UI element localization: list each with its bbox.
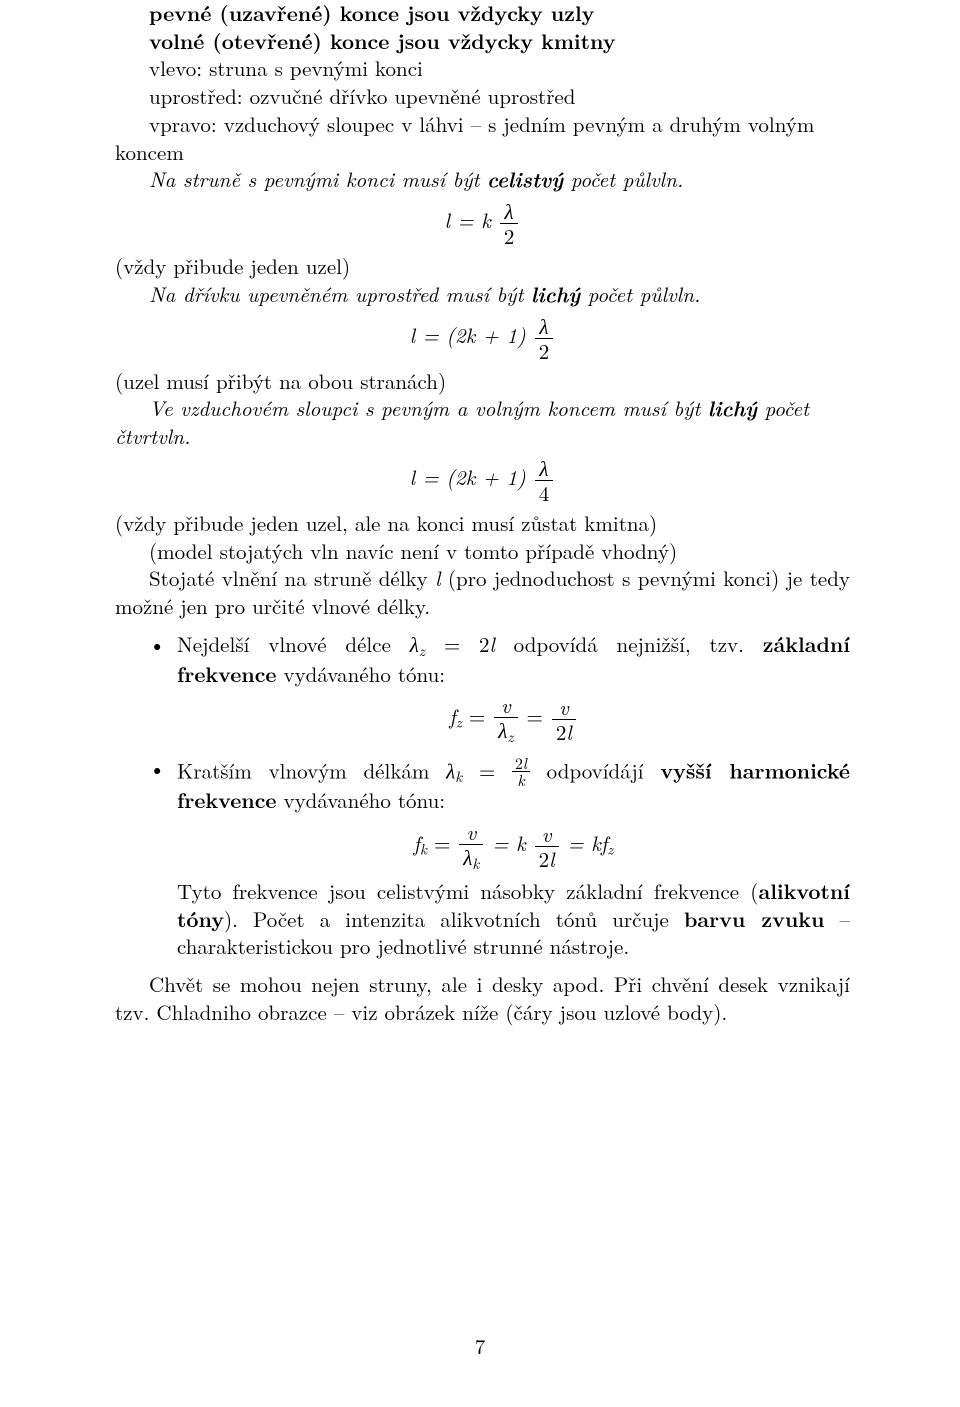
sym: λ — [446, 755, 455, 785]
eq: = — [434, 828, 457, 858]
bullet-text: Kratším vlnovým délkám λk = 2lk odpovídá… — [177, 755, 850, 815]
line-antinode-end: (vždy přibude jeden uzel, ale na konci m… — [115, 510, 850, 538]
line-string-condition: Na struně s pevnými konci musí být celis… — [115, 166, 850, 194]
bullet-fundamental: Nejdelší vlnové délce λz = 2l odpovídá n… — [149, 631, 850, 745]
inline-frac: 2lk — [512, 755, 530, 788]
text: ). Počet a intenzita alikvotních tónů ur… — [224, 904, 684, 934]
line-fixed-ends: pevné (uzavřené) konce jsou vždycky uzly — [115, 0, 850, 28]
fraction: λ 2 — [500, 200, 519, 247]
line-free-ends: volné (otevřené) konce jsou vždycky kmit… — [115, 28, 850, 56]
line-air-condition: Ve vzduchovém sloupci s pevným a volným … — [115, 395, 850, 450]
text: Na struně s pevnými konci musí být — [149, 164, 487, 194]
text: vydávaného tónu: — [277, 659, 446, 689]
line-right: vpravo: vzduchový sloupec v láhvi – s je… — [115, 111, 850, 166]
text: pevné (uzavřené) konce jsou vždycky uzly — [149, 0, 594, 28]
eq2: = — [527, 701, 550, 731]
line-node-both-sides: (uzel musí přibýt na obou stranách) — [115, 368, 850, 396]
denominator: 2 — [500, 224, 519, 247]
line-middle: uprostřed: ozvučné dřívko upevněné upros… — [115, 83, 850, 111]
text: Kratším vlnovým délkám — [177, 755, 446, 785]
den: λz — [494, 718, 517, 745]
frac2: v 2l — [552, 696, 576, 743]
bullet-text: Nejdelší vlnové délce λz = 2l odpovídá n… — [177, 631, 850, 688]
text: Tyto frekvence jsou celistvými násobky z… — [177, 876, 758, 906]
eq: = 2l — [425, 629, 495, 659]
lhs: l = (2k + 1) — [410, 462, 526, 492]
page-number: 7 — [0, 1333, 960, 1361]
eq: = — [462, 755, 512, 785]
text: volné (otevřené) konce jsou vždycky kmit… — [149, 26, 616, 56]
text: vpravo: vzduchový sloupec v láhvi – s je… — [115, 109, 814, 167]
text: odpovídá nejnižší, tzv. — [495, 629, 763, 659]
bullet-harmonics-note: Tyto frekvence jsou celistvými násobky z… — [177, 878, 850, 961]
formula-3: l = (2k + 1) λ 4 — [115, 457, 850, 504]
text: odpovídájí — [530, 755, 660, 785]
lhs: l = (2k + 1) — [410, 320, 526, 350]
text: Na dřívku upevněném uprostřed musí být — [149, 279, 531, 309]
formula-fz: fz = v λz = v 2l — [177, 694, 850, 745]
eq: = — [469, 701, 492, 731]
den: λk — [459, 845, 483, 872]
den: 2l — [535, 847, 559, 870]
text-bold: lichý — [531, 279, 580, 309]
formula-2: l = (2k + 1) λ 2 — [115, 315, 850, 362]
formula-1: l = k λ 2 — [115, 200, 850, 247]
formula-fk: fk = v λk = k v 2l = kfz — [177, 821, 850, 872]
denominator: 2 — [535, 339, 554, 362]
line-chladni: Chvět se mohou nejen struny, ale i desky… — [115, 971, 850, 1026]
text: počet půlvln. — [580, 279, 700, 309]
text: počet půlvln. — [563, 164, 683, 194]
line-bar-condition: Na dřívku upevněném uprostřed musí být l… — [115, 281, 850, 309]
fraction: λ 4 — [535, 457, 554, 504]
text: vydávaného tónu: — [277, 785, 446, 815]
sub: k — [420, 839, 427, 860]
frac2: v 2l — [535, 823, 559, 870]
denominator: 4 — [535, 481, 554, 504]
bullet-harmonics: Kratším vlnovým délkám λk = 2lk odpovídá… — [149, 755, 850, 961]
line-standing-summary: Stojaté vlnění na struně délky l (pro je… — [115, 565, 850, 620]
fraction: λ 2 — [535, 315, 554, 362]
text-bold: lichý — [708, 393, 757, 423]
text-bold: celistvý — [487, 164, 563, 194]
sub: z — [456, 712, 462, 733]
text: Ve vzduchovém sloupci s pevným a volným … — [149, 393, 708, 423]
page: pevné (uzavřené) konce jsou vždycky uzly… — [0, 0, 960, 1407]
bullet-list: Nejdelší vlnové délce λz = 2l odpovídá n… — [115, 631, 850, 961]
line-always-node: (vždy přibude jeden uzel) — [115, 253, 850, 281]
numerator: λ — [535, 315, 554, 339]
frac1: v λz — [494, 694, 517, 745]
text-bold: barvu zvuku — [684, 904, 824, 934]
line-left: vlevo: struna s pevnými konci — [115, 55, 850, 83]
mid: = k — [492, 828, 525, 858]
den: 2l — [552, 720, 576, 743]
sym: λ — [410, 629, 419, 659]
line-model-note: (model stojatých vln navíc není v tomto … — [115, 538, 850, 566]
lhs: l = k — [445, 205, 491, 235]
tail: = kf — [568, 828, 608, 858]
text: Nejdelší vlnové délce — [177, 629, 410, 659]
tail-sub: z — [607, 839, 613, 860]
frac1: v λk — [459, 821, 483, 872]
